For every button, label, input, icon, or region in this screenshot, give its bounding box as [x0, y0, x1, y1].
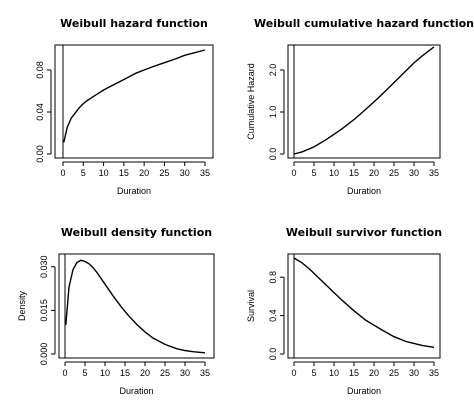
y-tick-label: 1.0 — [268, 106, 278, 119]
plot-frame — [58, 253, 215, 359]
x-axis-label: Duration — [119, 386, 153, 396]
chart-panel-3: Weibull density function 0 5 10 15 20 25 30 35 0.… — [17, 226, 215, 396]
x-tick-label: 0 — [291, 168, 296, 178]
series-line — [63, 49, 206, 143]
y-axis-label: Density — [17, 290, 27, 321]
plot-frame — [54, 44, 214, 159]
x-tick-label: 5 — [81, 168, 86, 178]
y-tick-label: 0.015 — [39, 299, 49, 322]
x-tick-label: 20 — [369, 368, 379, 378]
y-axis-label: Survival — [246, 290, 256, 322]
x-tick-label: 25 — [389, 168, 399, 178]
x-tick-label: 30 — [409, 368, 419, 378]
y-tick-label: 0.04 — [35, 103, 45, 121]
x-tick-label: 25 — [389, 368, 399, 378]
chart-title: Weibull hazard function — [60, 17, 208, 30]
x-axis-label: Duration — [117, 186, 151, 196]
y-tick-label: 0.000 — [39, 343, 49, 366]
chart-title: Weibull cumulative hazard function — [254, 17, 474, 30]
x-tick-label: 20 — [140, 368, 150, 378]
plot-frame — [287, 44, 441, 159]
chart-title: Weibull density function — [61, 226, 212, 239]
x-tick-label: 5 — [82, 368, 87, 378]
x-tick-label: 30 — [180, 368, 190, 378]
x-tick-label: 25 — [160, 368, 170, 378]
plot-frame — [287, 253, 441, 359]
x-tick-label: 5 — [311, 368, 316, 378]
x-tick-label: 35 — [200, 168, 210, 178]
x-tick-label: 20 — [139, 168, 149, 178]
x-tick-label: 10 — [99, 168, 109, 178]
x-tick-label: 30 — [180, 168, 190, 178]
y-axis-label: Cumulative Hazard — [246, 63, 256, 140]
x-tick-label: 15 — [119, 168, 129, 178]
y-tick-label: 0.0 — [268, 348, 278, 361]
y-tick-label: 2.0 — [268, 64, 278, 77]
x-tick-label: 15 — [349, 368, 359, 378]
series-line — [65, 259, 206, 354]
x-tick-label: 0 — [291, 368, 296, 378]
x-tick-label: 0 — [60, 168, 65, 178]
x-tick-label: 15 — [120, 368, 130, 378]
x-tick-label: 35 — [429, 368, 439, 378]
x-tick-label: 30 — [409, 168, 419, 178]
x-tick-label: 10 — [329, 368, 339, 378]
x-tick-label: 10 — [100, 368, 110, 378]
x-tick-label: 35 — [429, 168, 439, 178]
x-tick-label: 35 — [200, 368, 210, 378]
x-tick-label: 25 — [159, 168, 169, 178]
chart-panel-2: Weibull cumulative hazard function 0 5 10 15… — [246, 17, 474, 196]
x-axis-label: Duration — [347, 186, 381, 196]
x-tick-label: 5 — [311, 168, 316, 178]
y-tick-label: 0.4 — [268, 309, 278, 322]
y-tick-label: 0.8 — [268, 271, 278, 284]
x-tick-label: 20 — [369, 168, 379, 178]
x-axis-label: Duration — [347, 386, 381, 396]
y-tick-label: 0.00 — [35, 145, 45, 163]
series-line — [293, 46, 435, 155]
series-line — [293, 257, 435, 348]
x-tick-label: 15 — [349, 168, 359, 178]
x-tick-label: 10 — [329, 168, 339, 178]
y-tick-label: 0.030 — [39, 255, 49, 278]
y-tick-label: 0.0 — [268, 148, 278, 161]
x-tick-label: 0 — [62, 368, 67, 378]
chart-panel-1: Weibull hazard function 0 5 10 15 20 25 30 35 0.0… — [35, 17, 214, 196]
chart-title: Weibull survivor function — [286, 226, 442, 239]
y-tick-label: 0.08 — [35, 61, 45, 79]
chart-panel-4: Weibull survivor function 0 5 10 15 20 25 30 35 0… — [246, 226, 442, 396]
